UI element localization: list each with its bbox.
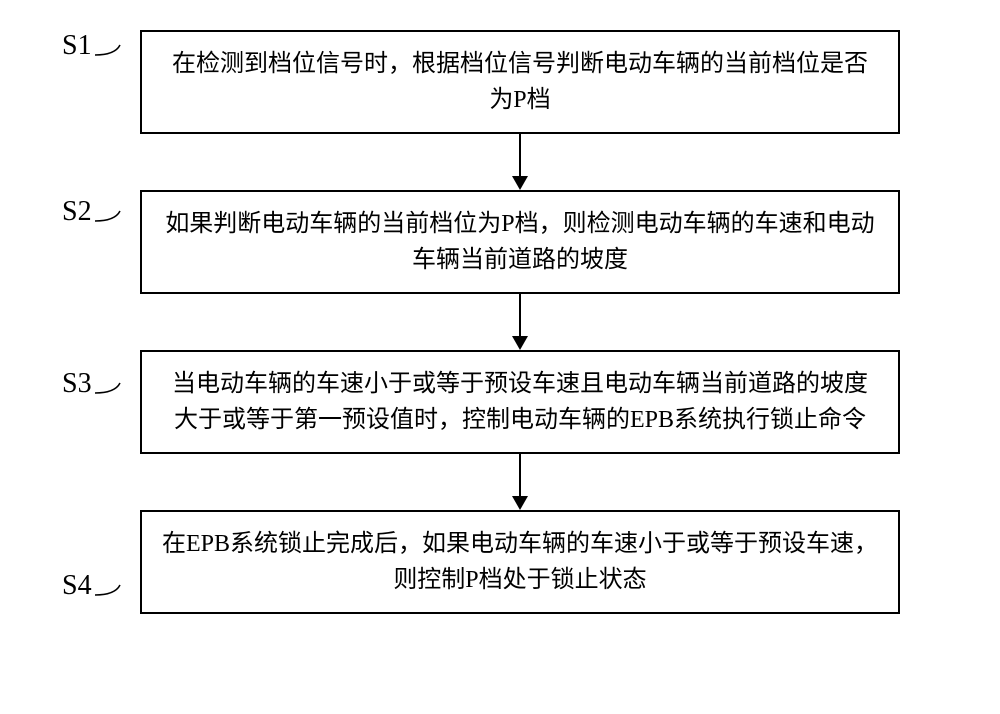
flowchart-step: 在检测到档位信号时，根据档位信号判断电动车辆的当前档位是否为P档 xyxy=(140,30,900,134)
step-text: 在EPB系统锁止完成后，如果电动车辆的车速小于或等于预设车速，则控制P档处于锁止… xyxy=(162,526,878,598)
step-text: 如果判断电动车辆的当前档位为P档，则检测电动车辆的车速和电动车辆当前道路的坡度 xyxy=(162,206,878,278)
arrow-down-icon xyxy=(500,294,540,350)
step-text: 当电动车辆的车速小于或等于预设车速且电动车辆当前道路的坡度大于或等于第一预设值时… xyxy=(162,366,878,438)
arrow-down-icon xyxy=(500,454,540,510)
flowchart-arrow xyxy=(120,134,920,190)
step-label: S4 xyxy=(62,570,92,602)
flowchart-step: 当电动车辆的车速小于或等于预设车速且电动车辆当前道路的坡度大于或等于第一预设值时… xyxy=(140,350,900,454)
flowchart-arrow xyxy=(120,294,920,350)
flowchart-container: 在检测到档位信号时，根据档位信号判断电动车辆的当前档位是否为P档 如果判断电动车… xyxy=(120,30,920,614)
arrow-down-icon xyxy=(500,134,540,190)
step-label: S1 xyxy=(62,30,92,62)
flowchart-step: 在EPB系统锁止完成后，如果电动车辆的车速小于或等于预设车速，则控制P档处于锁止… xyxy=(140,510,900,614)
step-label: S2 xyxy=(62,196,92,228)
flowchart-step: 如果判断电动车辆的当前档位为P档，则检测电动车辆的车速和电动车辆当前道路的坡度 xyxy=(140,190,900,294)
step-label: S3 xyxy=(62,368,92,400)
flowchart-arrow xyxy=(120,454,920,510)
step-text: 在检测到档位信号时，根据档位信号判断电动车辆的当前档位是否为P档 xyxy=(162,46,878,118)
